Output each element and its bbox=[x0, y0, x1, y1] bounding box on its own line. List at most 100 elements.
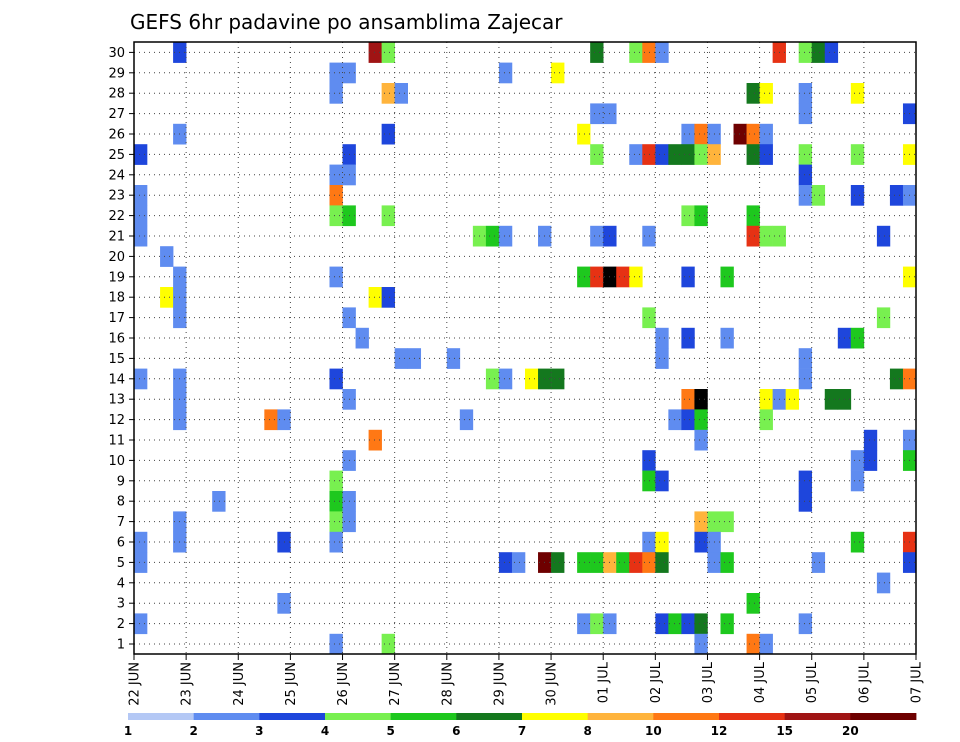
legend-label: 1 bbox=[124, 724, 132, 738]
heatmap-cell bbox=[355, 327, 369, 349]
heatmap-cell bbox=[720, 552, 734, 573]
heatmap-cell bbox=[394, 83, 408, 104]
heatmap-cell bbox=[694, 531, 708, 553]
heatmap-cell bbox=[642, 225, 656, 247]
legend-swatch bbox=[719, 713, 786, 720]
y-tick-label: 2 bbox=[117, 617, 125, 632]
heatmap-cell bbox=[212, 491, 226, 512]
legend-label: 3 bbox=[255, 724, 263, 738]
heatmap-cell bbox=[798, 42, 813, 63]
heatmap-cell bbox=[368, 287, 382, 308]
heatmap-cell bbox=[329, 470, 343, 492]
legend-label: 15 bbox=[776, 724, 793, 738]
heatmap-cell bbox=[876, 572, 891, 594]
heatmap-cell bbox=[134, 185, 148, 206]
heatmap-cell bbox=[876, 307, 891, 329]
heatmap-cell bbox=[134, 368, 148, 390]
x-tick-label: 06 JUL bbox=[857, 661, 872, 703]
heatmap-cell bbox=[655, 42, 669, 63]
heatmap-cell bbox=[629, 552, 643, 573]
heatmap-cell bbox=[668, 613, 682, 635]
heatmap-cell bbox=[798, 103, 813, 125]
heatmap-cell bbox=[850, 83, 865, 104]
heatmap-cell bbox=[759, 409, 773, 431]
y-tick-label: 11 bbox=[108, 434, 125, 449]
x-tick-label: 27 JUN bbox=[388, 662, 403, 706]
x-tick-label: 30 JUN bbox=[545, 662, 560, 706]
heatmap-cell bbox=[590, 266, 604, 288]
heatmap-cell bbox=[329, 633, 343, 655]
heatmap-cell bbox=[329, 531, 343, 553]
y-tick-label: 30 bbox=[108, 46, 125, 61]
heatmap-cell bbox=[850, 144, 865, 165]
heatmap-cell bbox=[329, 266, 343, 288]
heatmap-cell bbox=[694, 613, 708, 635]
heatmap-cell bbox=[329, 491, 343, 512]
heatmap-cell bbox=[850, 470, 865, 492]
heatmap-cell bbox=[746, 633, 760, 655]
heatmap-cell bbox=[642, 450, 656, 471]
heatmap-cell bbox=[889, 368, 904, 390]
x-axis-ticks: 22 JUN 23 JUN 24 JUN 25 JUN 26 JUN 27 JUN 28 J… bbox=[128, 654, 925, 706]
y-tick-label: 27 bbox=[108, 107, 125, 122]
heatmap-cell bbox=[642, 552, 656, 573]
y-tick-label: 19 bbox=[108, 270, 125, 285]
y-tick-label: 21 bbox=[108, 230, 125, 245]
y-tick-label: 10 bbox=[108, 454, 125, 469]
legend-label: 6 bbox=[452, 724, 460, 738]
y-tick-label: 25 bbox=[108, 148, 125, 163]
heatmap-cell bbox=[498, 62, 513, 84]
x-tick-label: 07 JUL bbox=[910, 661, 925, 703]
heatmap-cell bbox=[616, 552, 630, 573]
heatmap-cell bbox=[590, 613, 604, 635]
legend-swatch bbox=[522, 713, 589, 720]
heatmap-cell bbox=[655, 144, 669, 165]
heatmap-cell bbox=[381, 123, 395, 145]
heatmap-cell bbox=[694, 409, 708, 431]
x-tick-label: 23 JUN bbox=[180, 662, 195, 706]
heatmap-cell bbox=[850, 531, 865, 553]
y-tick-label: 16 bbox=[108, 332, 125, 347]
y-tick-label: 15 bbox=[108, 352, 125, 367]
heatmap-cell bbox=[746, 144, 760, 165]
x-tick-label: 26 JUN bbox=[336, 662, 351, 706]
heatmap-cell bbox=[798, 470, 813, 492]
heatmap-cell bbox=[381, 287, 395, 308]
heatmap-cell bbox=[459, 409, 474, 431]
heatmap-cell bbox=[264, 409, 278, 431]
x-tick-label: 25 JUN bbox=[284, 662, 299, 706]
heatmap-cell bbox=[642, 531, 656, 553]
legend-label: 4 bbox=[321, 724, 329, 738]
x-tick-label: 03 JUL bbox=[701, 661, 716, 703]
heatmap-cell bbox=[824, 42, 839, 63]
y-tick-label: 4 bbox=[117, 576, 125, 591]
y-tick-label: 5 bbox=[117, 556, 125, 571]
heatmap-cell bbox=[485, 225, 500, 247]
heatmap-cell bbox=[759, 144, 773, 165]
heatmap-cell bbox=[329, 511, 343, 533]
x-tick-label: 04 JUL bbox=[753, 661, 768, 703]
heatmap-cell bbox=[798, 348, 813, 369]
heatmap-cell bbox=[134, 531, 148, 553]
heatmap-cell bbox=[681, 144, 695, 165]
heatmap-cell bbox=[681, 205, 695, 227]
heatmap-cell bbox=[811, 185, 826, 206]
heatmap-cell bbox=[655, 470, 669, 492]
heatmap-cell bbox=[889, 185, 904, 206]
heatmap-cell bbox=[746, 83, 760, 104]
x-tick-label: 02 JUL bbox=[649, 661, 664, 703]
heatmap-cell bbox=[381, 633, 395, 655]
heatmap-cell bbox=[694, 429, 708, 451]
legend-swatch bbox=[587, 713, 654, 720]
heatmap-cell bbox=[498, 552, 513, 573]
legend-label: 7 bbox=[518, 724, 526, 738]
legend-label: 20 bbox=[842, 724, 859, 738]
plot-frame bbox=[133, 41, 917, 655]
heatmap-cell bbox=[681, 266, 695, 288]
x-tick-label: 05 JUL bbox=[805, 661, 820, 703]
heatmap-cell bbox=[733, 123, 747, 145]
heatmap-cell bbox=[863, 450, 878, 471]
heatmap-cell bbox=[551, 368, 565, 390]
heatmap-cell bbox=[134, 144, 148, 165]
color-legend: 1 2 3 4 5 6 7 8 10 12 15 20 bbox=[124, 713, 917, 738]
